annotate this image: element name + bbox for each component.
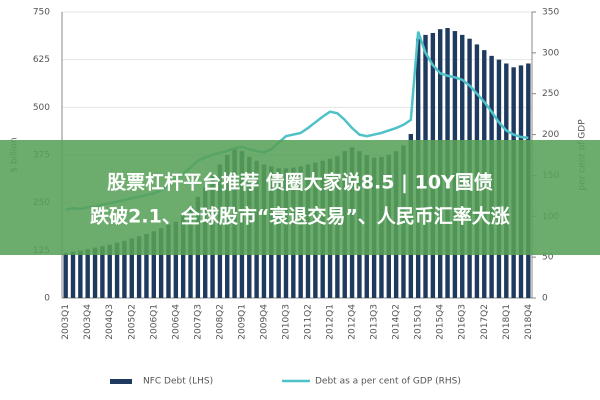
bar xyxy=(70,251,76,298)
y2-tick-label: 0 xyxy=(542,294,548,304)
bar xyxy=(144,233,149,298)
x-tick-label: 2012Q1 xyxy=(326,304,336,340)
x-tick-label: 2004Q3 xyxy=(105,304,115,340)
x-tick-label: 2010Q3 xyxy=(281,304,291,340)
banner-line: 股票杠杆平台推荐 债圈大家说8.5 | 10Y国债 xyxy=(107,171,493,194)
x-tick-label: 2018Q4 xyxy=(524,304,534,340)
bar xyxy=(92,247,98,298)
x-tick-label: 2012Q4 xyxy=(348,304,358,340)
x-tick-label: 2007Q3 xyxy=(193,304,203,340)
y-tick-label: 750 xyxy=(33,8,50,18)
bar xyxy=(100,246,105,298)
bar xyxy=(122,240,127,298)
bar xyxy=(136,236,142,298)
y-tick-label: 0 xyxy=(44,294,50,304)
x-tick-label: 2003Q1 xyxy=(61,304,71,340)
banner-line: 跌破2.1、全球股市“衰退交易”、人民币汇率大涨 xyxy=(90,205,510,228)
y-tick-label: 500 xyxy=(33,103,50,113)
bar xyxy=(63,253,68,298)
y2-tick-label: 200 xyxy=(542,130,559,140)
y2-tick-label: 250 xyxy=(542,89,559,99)
x-tick-label: 2006Q4 xyxy=(171,304,181,340)
legend-label: Debt as a per cent of GDP (RHS) xyxy=(315,377,461,387)
x-tick-label: 2011Q2 xyxy=(304,304,314,340)
bar xyxy=(173,221,179,298)
x-tick-label: 2018Q1 xyxy=(502,304,512,340)
x-tick-label: 2008Q2 xyxy=(215,304,225,340)
bar xyxy=(107,244,112,298)
x-tick-label: 2009Q1 xyxy=(237,304,247,340)
x-tick-label: 2006Q1 xyxy=(149,304,159,340)
y-tick-label: 625 xyxy=(33,55,50,65)
x-tick-label: 2014Q2 xyxy=(392,304,402,340)
y2-tick-label: 350 xyxy=(542,8,559,18)
x-tick-label: 2015Q1 xyxy=(414,304,424,340)
banner-background xyxy=(0,140,600,255)
x-tick-label: 2005Q2 xyxy=(127,304,137,340)
y2-tick-label: 300 xyxy=(542,48,559,58)
x-tick-label: 2015Q4 xyxy=(436,304,446,340)
x-tick-label: 2003Q4 xyxy=(83,304,93,340)
bar xyxy=(180,214,186,298)
x-tick-label: 2009Q4 xyxy=(259,304,269,340)
bar xyxy=(114,242,120,298)
x-tick-label: 2017Q2 xyxy=(480,304,490,340)
legend-label: NFC Debt (LHS) xyxy=(143,377,213,387)
x-tick-label: 2016Q3 xyxy=(458,304,468,340)
bar xyxy=(158,228,164,298)
bar xyxy=(129,238,134,298)
bar xyxy=(85,249,90,298)
banner: 股票杠杆平台推荐 债圈大家说8.5 | 10Y国债 跌破2.1、全球股市“衰退交… xyxy=(0,140,600,255)
x-tick-label: 2013Q3 xyxy=(370,304,380,340)
y2-tick-label: 50 xyxy=(542,253,554,263)
bar xyxy=(151,231,156,298)
bar xyxy=(166,224,171,298)
bar xyxy=(78,250,83,298)
legend-swatch xyxy=(110,379,132,384)
